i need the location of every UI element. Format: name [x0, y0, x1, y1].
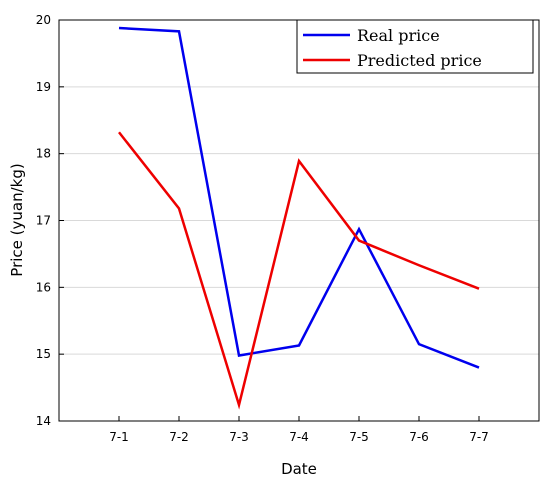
x-axis-label: Date: [281, 460, 317, 478]
y-tick-label: 17: [36, 214, 51, 228]
series-lines: [118, 26, 480, 410]
y-tick-label: 15: [36, 347, 51, 361]
x-tick-label: 7-2: [169, 430, 189, 444]
x-tick-label: 7-7: [469, 430, 489, 444]
y-tick-label: 18: [36, 147, 51, 161]
y-tick-label: 19: [36, 80, 51, 94]
legend-label-real-price: Real price: [357, 26, 440, 45]
x-tick-label: 7-5: [349, 430, 369, 444]
y-tick-label: 16: [36, 280, 51, 294]
x-tick-label: 7-4: [289, 430, 309, 444]
y-axis-label: Price (yuan/kg): [8, 163, 26, 276]
x-tick-label: 7-6: [409, 430, 429, 444]
series-line-real-price: [118, 26, 480, 369]
y-axis-ticks: 14 15 16 17 18 19 20: [36, 13, 64, 428]
y-tick-label: 20: [36, 13, 51, 27]
x-tick-label: 7-3: [229, 430, 249, 444]
legend: Real price Predicted price: [296, 19, 534, 74]
series-line-predicted-price: [118, 131, 480, 410]
x-axis-ticks: 7-1 7-2 7-3 7-4 7-5 7-6 7-7: [109, 416, 489, 444]
grid-lines: [59, 86, 539, 355]
x-tick-label: 7-1: [109, 430, 129, 444]
y-tick-label: 14: [36, 414, 51, 428]
legend-box: [296, 19, 534, 74]
legend-label-predicted-price: Predicted price: [357, 51, 482, 70]
